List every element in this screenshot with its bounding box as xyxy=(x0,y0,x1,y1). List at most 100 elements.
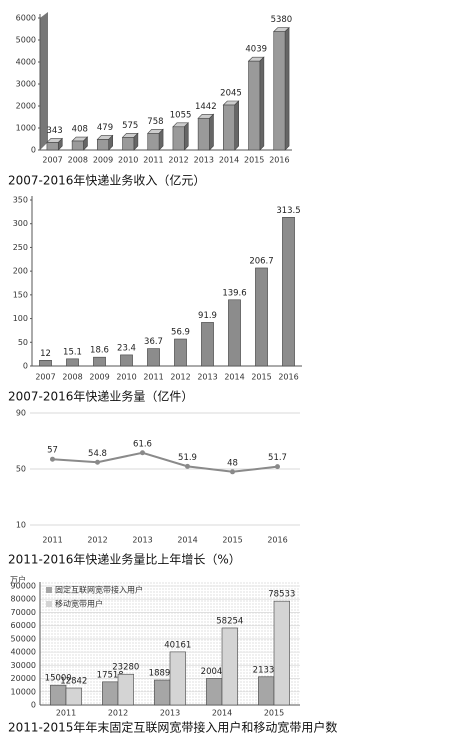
bar xyxy=(154,679,171,706)
point xyxy=(95,459,100,465)
bar xyxy=(122,137,135,151)
x-tick-label: 2016 xyxy=(269,156,289,165)
bar-side xyxy=(259,56,265,151)
data-label: 12842 xyxy=(60,677,87,687)
y-tick-label: 2000 xyxy=(16,102,36,111)
data-label: 61.6 xyxy=(133,439,152,449)
data-label: 17518 xyxy=(97,670,124,680)
data-label: 2045 xyxy=(220,89,242,99)
x-tick-label: 2011 xyxy=(56,709,76,718)
bar xyxy=(255,267,268,367)
y-tick-label: 150 xyxy=(13,290,28,299)
data-label: 58254 xyxy=(216,616,243,626)
data-label: 51.9 xyxy=(178,453,197,463)
bar xyxy=(102,681,119,706)
bar xyxy=(46,142,59,151)
data-label: 54.8 xyxy=(88,449,107,459)
y-tick-label: 40000 xyxy=(11,648,36,657)
x-tick-label: 2014 xyxy=(219,156,239,165)
point xyxy=(50,456,55,462)
bar xyxy=(97,139,109,151)
y-tick-label: 50 xyxy=(18,338,28,347)
x-tick-label: 2007 xyxy=(42,156,62,165)
point xyxy=(185,463,190,469)
data-label: 51.7 xyxy=(268,453,287,463)
data-label: 575 xyxy=(122,121,138,131)
y-tick-label: 5000 xyxy=(16,36,36,45)
bar xyxy=(66,358,79,367)
bar xyxy=(71,140,84,151)
data-label: 12 xyxy=(40,349,51,359)
data-label: 91.9 xyxy=(198,311,217,321)
y-tick-label: 100 xyxy=(13,314,28,323)
data-label: 139.6 xyxy=(222,288,246,298)
y-tick-label: 50 xyxy=(16,465,26,474)
y-tick-label: 4000 xyxy=(16,58,36,67)
x-tick-label: 2013 xyxy=(194,156,214,165)
y-tick-label: 0 xyxy=(31,701,36,710)
bar xyxy=(197,117,210,151)
x-tick-label: 2015 xyxy=(264,709,284,718)
x-tick-label: 2013 xyxy=(160,709,180,718)
bar-side xyxy=(158,128,164,151)
bar xyxy=(223,104,235,151)
x-tick-label: 2014 xyxy=(212,709,232,718)
line xyxy=(52,451,278,473)
y-tick-label: 1000 xyxy=(16,124,36,133)
y-tick-label: 300 xyxy=(13,219,28,228)
point xyxy=(140,450,145,456)
x-tick-label: 2007 xyxy=(35,373,55,382)
chart-title: 2011-2016年快递业务量比上年增长（%） xyxy=(8,552,241,567)
back-wall xyxy=(40,12,48,150)
bar-side xyxy=(209,113,214,151)
x-tick-label: 2014 xyxy=(177,536,197,545)
x-tick-label: 2012 xyxy=(168,156,188,165)
x-tick-label: 2015 xyxy=(222,536,242,545)
bar xyxy=(201,322,214,367)
data-label: 40161 xyxy=(164,640,191,650)
bar xyxy=(147,348,160,367)
x-tick-label: 2016 xyxy=(267,536,287,545)
x-tick-label: 2015 xyxy=(251,373,271,382)
bar-side xyxy=(284,26,290,151)
data-label: 479 xyxy=(97,123,113,133)
data-label: 15.1 xyxy=(63,347,82,357)
x-tick-label: 2015 xyxy=(244,156,264,165)
bar xyxy=(169,651,186,706)
chart-title: 2007-2016年快递业务量（亿件） xyxy=(8,389,193,404)
data-label: 78533 xyxy=(268,590,295,600)
bar-side xyxy=(234,100,239,151)
x-tick-label: 2014 xyxy=(224,373,244,382)
x-tick-label: 2011 xyxy=(143,156,163,165)
bar xyxy=(221,627,238,706)
x-tick-label: 2012 xyxy=(108,709,128,718)
y-tick-label: 90000 xyxy=(11,582,36,591)
data-label: 56.9 xyxy=(171,328,190,338)
data-label: 48 xyxy=(227,458,238,468)
x-tick-label: 2011 xyxy=(42,536,62,545)
x-tick-label: 2013 xyxy=(132,536,152,545)
y-tick-label: 90 xyxy=(16,409,26,418)
x-tick-label: 2013 xyxy=(197,373,217,382)
bar-side xyxy=(183,122,189,151)
bar xyxy=(248,60,261,151)
bar xyxy=(206,678,223,706)
y-tick-label: 50000 xyxy=(11,634,36,643)
y-tick-label: 250 xyxy=(13,243,28,252)
bar xyxy=(258,676,275,706)
y-tick-label: 200 xyxy=(13,267,28,276)
data-label: 408 xyxy=(72,125,88,135)
y-tick-label: 350 xyxy=(13,196,28,205)
chart-title: 2011-2015年年末固定互联网宽带接入用户和移动宽带用户数 xyxy=(8,720,337,735)
x-tick-label: 2009 xyxy=(89,373,109,382)
bar xyxy=(65,687,82,706)
x-tick-label: 2008 xyxy=(68,156,88,165)
point xyxy=(230,469,235,475)
bar xyxy=(117,673,134,706)
y-tick-label: 6000 xyxy=(16,14,36,23)
bar xyxy=(282,217,295,367)
legend-label: 移动宽带用户 xyxy=(55,599,103,609)
y-tick-label: 20000 xyxy=(11,674,36,683)
bar xyxy=(50,684,67,706)
bar xyxy=(273,600,290,706)
